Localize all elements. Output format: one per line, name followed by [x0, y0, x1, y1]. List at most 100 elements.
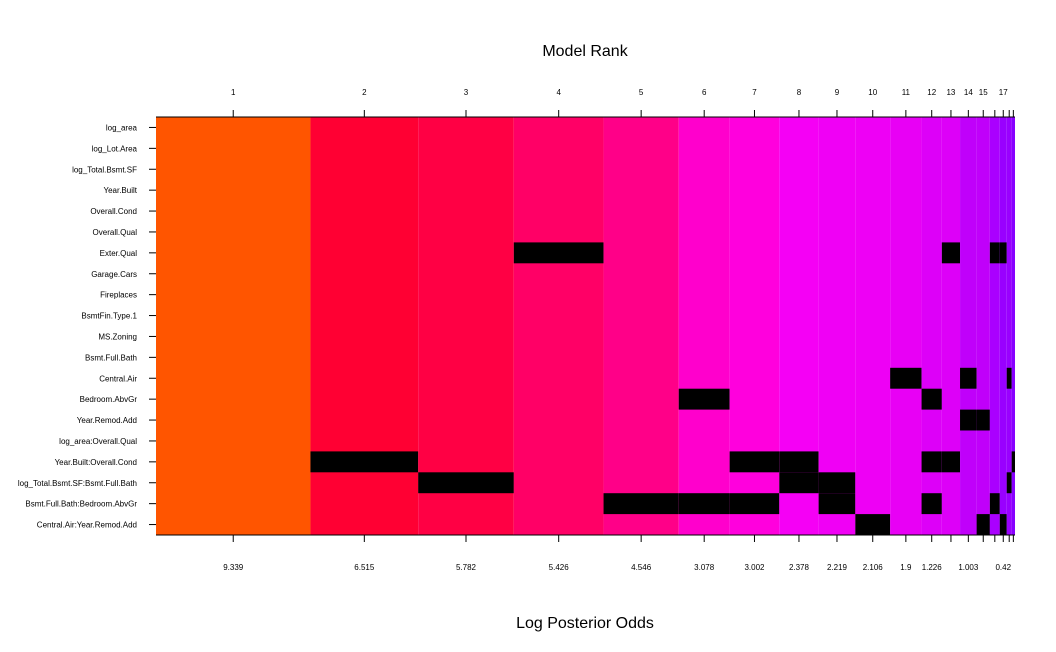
model-column	[989, 117, 1000, 535]
model-column	[818, 117, 856, 535]
excluded-cell	[999, 514, 1007, 535]
variable-label: Bsmt.Full.Bath:Bedroom.AbvGr	[25, 500, 137, 509]
excluded-cell	[976, 409, 990, 431]
bottom-axis: 9.339 6.515 5.782 5.426 4.546 3.078 3.002 2.378…	[156, 534, 1015, 572]
top-tick-label: 1	[231, 88, 236, 97]
top-tick-label: 7	[752, 88, 757, 97]
top-tick-label: 13	[946, 88, 955, 97]
bottom-tick-label: 9.339	[223, 563, 244, 572]
excluded-cell	[729, 493, 780, 515]
variable-label: log_Total.Bsmt.SF:Bsmt.Full.Bath	[18, 479, 137, 488]
model-column	[418, 117, 514, 535]
top-axis: 1 2 3 4 5 6 7 8 9 10 11 12 13 14 15 17	[156, 88, 1015, 118]
model-column	[1011, 117, 1015, 535]
model-column	[855, 117, 891, 535]
excluded-cell	[418, 472, 514, 494]
excluded-cell	[976, 514, 990, 535]
excluded-cell	[989, 493, 1000, 515]
variable-label: Central.Air:Year.Remod.Add	[37, 521, 137, 530]
excluded-cell	[989, 242, 1000, 264]
variable-label: Fireplaces	[100, 291, 137, 300]
excluded-cell	[779, 451, 819, 473]
model-column	[999, 117, 1007, 535]
model-column	[941, 117, 961, 535]
excluded-cell	[890, 367, 922, 389]
top-tick-label: 9	[835, 88, 840, 97]
variable-label: log_area:Overall.Qual	[59, 437, 137, 446]
model-column	[603, 117, 679, 535]
excluded-cell	[678, 493, 730, 515]
excluded-cell	[1006, 367, 1012, 389]
bottom-tick-label: 2.106	[863, 563, 884, 572]
excluded-cell	[678, 388, 730, 410]
variable-label: Overall.Qual	[93, 228, 138, 237]
model-column	[890, 117, 922, 535]
variable-label: MS.Zoning	[98, 332, 137, 341]
excluded-cell	[855, 514, 891, 535]
excluded-cell	[960, 409, 977, 431]
bottom-tick-label: 1.003	[958, 563, 979, 572]
excluded-cell	[921, 493, 942, 515]
excluded-cell	[941, 451, 961, 473]
excluded-cell	[921, 388, 942, 410]
variable-label: Exter.Qual	[100, 249, 138, 258]
excluded-cell	[818, 493, 856, 515]
variable-label: Garage.Cars	[91, 270, 137, 279]
bottom-tick-label: 1.226	[922, 563, 943, 572]
excluded-cell	[513, 242, 604, 264]
variable-label: Year.Remod.Add	[77, 416, 137, 425]
variable-label: Central.Air	[99, 374, 137, 383]
variable-axis: log_area log_Lot.Area log_Total.Bsmt.SF Yea…	[18, 123, 156, 530]
excluded-cell	[779, 472, 819, 494]
variable-label: log_Lot.Area	[92, 144, 138, 153]
variable-label: Year.Built:Overall.Cond	[55, 458, 137, 467]
excluded-cell	[603, 493, 679, 515]
model-column	[678, 117, 730, 535]
excluded-cell	[960, 367, 977, 389]
top-tick-label: 4	[556, 88, 561, 97]
top-tick-label: 10	[868, 88, 877, 97]
excluded-cell	[999, 242, 1007, 264]
variable-label: Bedroom.AbvGr	[80, 395, 138, 404]
top-tick-label: 8	[797, 88, 802, 97]
bottom-tick-label: 5.782	[456, 563, 477, 572]
bottom-tick-label: 5.426	[549, 563, 570, 572]
top-tick-label: 14	[964, 88, 973, 97]
top-tick-label: 12	[927, 88, 936, 97]
top-tick-label: 6	[702, 88, 707, 97]
x-axis-label: Log Posterior Odds	[516, 615, 654, 632]
excluded-cell	[729, 451, 780, 473]
bottom-tick-label: 3.002	[744, 563, 765, 572]
variable-label: BsmtFin.Type.1	[81, 312, 137, 321]
top-tick-label: 17	[999, 88, 1008, 97]
bottom-tick-label: 0.42	[995, 563, 1011, 572]
variable-label: Overall.Cond	[90, 207, 137, 216]
model-column	[1006, 117, 1012, 535]
top-tick-label: 11	[902, 88, 911, 97]
excluded-cell	[1006, 472, 1012, 494]
excluded-cell	[818, 472, 856, 494]
heatmap-cells	[156, 117, 1015, 535]
top-tick-label: 15	[979, 88, 988, 97]
bottom-tick-label: 3.078	[694, 563, 715, 572]
model-column	[921, 117, 942, 535]
top-tick-label: 2	[362, 88, 367, 97]
chart-title: Model Rank	[542, 43, 628, 60]
variable-label: Year.Built	[103, 186, 137, 195]
bottom-tick-label: 4.546	[631, 563, 652, 572]
model-column	[156, 117, 311, 535]
excluded-cell	[921, 451, 942, 473]
model-column	[513, 117, 604, 535]
model-column	[976, 117, 990, 535]
bottom-tick-label: 1.9	[900, 563, 912, 572]
model-column	[960, 117, 977, 535]
top-tick-label: 5	[639, 88, 644, 97]
excluded-cell	[1011, 451, 1015, 473]
excluded-cell	[310, 451, 419, 473]
excluded-cell	[941, 242, 961, 264]
bottom-tick-label: 2.378	[789, 563, 810, 572]
bottom-tick-label: 2.219	[827, 563, 848, 572]
top-tick-label: 3	[464, 88, 469, 97]
variable-label: log_Total.Bsmt.SF	[72, 165, 137, 174]
